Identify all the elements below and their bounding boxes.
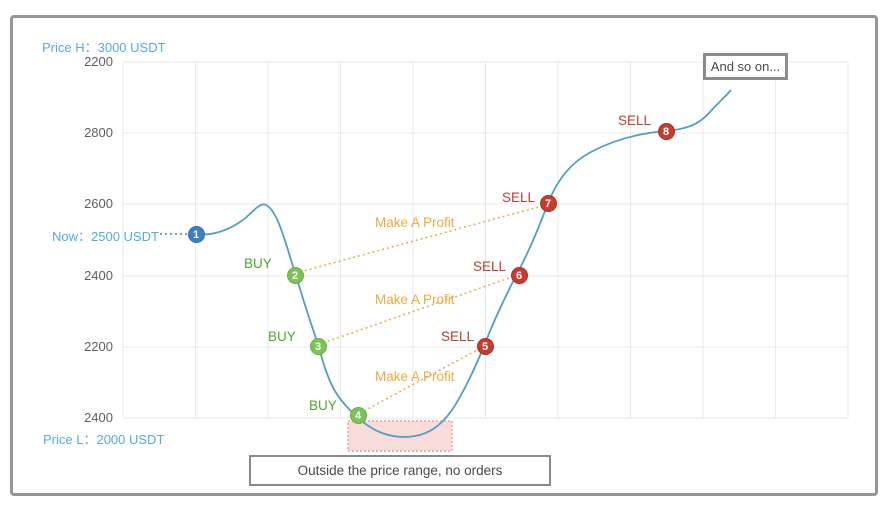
marker-5-sell: 5 xyxy=(476,337,494,355)
and-so-on-box: And so on... xyxy=(703,53,788,80)
profit-line-2-7 xyxy=(299,205,543,273)
price-curve xyxy=(195,89,732,438)
make-a-profit-label-3: Make A Profit xyxy=(375,369,455,384)
y-tick: 2800 xyxy=(84,125,113,140)
price-low-label: Price L：2000 USDT xyxy=(43,432,165,447)
outside-range-text: Outside the price range, no orders xyxy=(297,463,503,478)
buy-label-2: BUY xyxy=(244,256,272,271)
buy-label-3: BUY xyxy=(268,329,296,344)
marker-3-buy: 3 xyxy=(309,337,327,355)
sell-label-8: SELL xyxy=(618,113,652,128)
outside-range-box: Outside the price range, no orders xyxy=(249,455,551,486)
y-tick: 2400 xyxy=(84,410,113,425)
make-a-profit-label-2: Make A Profit xyxy=(375,292,455,307)
marker-4-buy: 4 xyxy=(349,406,367,424)
profit-lines xyxy=(299,205,543,412)
profit-line-3-6 xyxy=(322,276,513,344)
and-so-on-text: And so on... xyxy=(710,59,781,74)
make-a-profit-label-1: Make A Profit xyxy=(375,215,455,230)
sell-label-5: SELL xyxy=(441,329,475,344)
price-high-label: Price H：3000 USDT xyxy=(42,40,166,55)
marker-2-buy: 2 xyxy=(286,266,304,284)
y-tick: 2200 xyxy=(84,339,113,354)
grid xyxy=(122,61,849,419)
chart-frame xyxy=(10,15,878,496)
sell-label-6: SELL xyxy=(473,259,507,274)
now-price-label: Now：2500 USDT xyxy=(52,229,159,244)
buy-label-4: BUY xyxy=(309,398,337,413)
sell-label-7: SELL xyxy=(502,190,536,205)
y-tick: 2200 xyxy=(84,54,113,69)
y-tick: 2600 xyxy=(84,196,113,211)
marker-8-sell: 8 xyxy=(657,122,675,140)
marker-7-sell: 7 xyxy=(539,194,557,212)
marker-6-sell: 6 xyxy=(510,266,528,284)
y-tick: 2400 xyxy=(84,268,113,283)
marker-1-now: 1 xyxy=(187,225,205,243)
profit-line-4-5 xyxy=(363,348,480,412)
